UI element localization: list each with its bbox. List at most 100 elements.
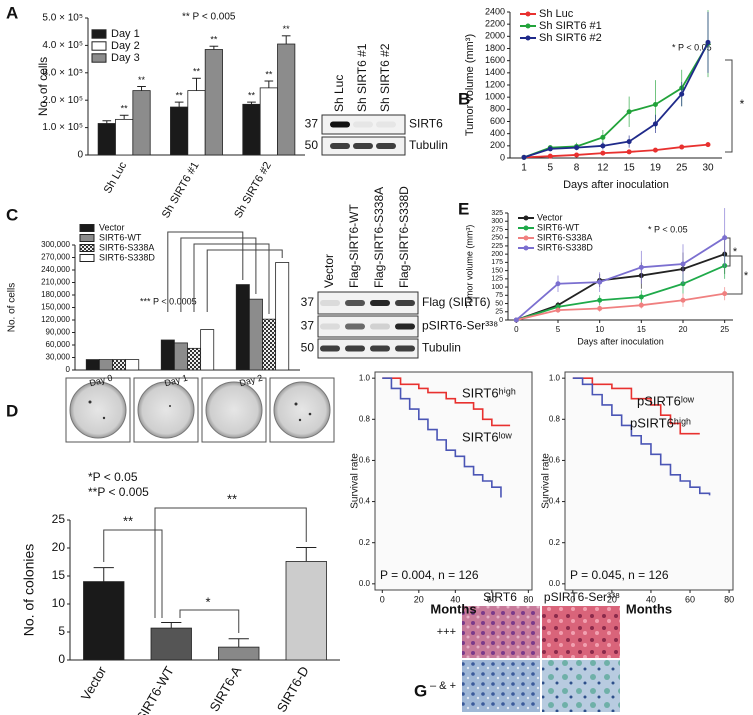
x-tick-label: SIRT6-D <box>274 664 312 715</box>
lane-label: Sh SIRT6 #2 <box>378 43 392 112</box>
data-point <box>597 297 603 303</box>
y-tick-label: 0.8 <box>359 414 371 423</box>
x-tick-label: 60 <box>487 594 497 604</box>
data-point <box>597 305 603 311</box>
bar <box>248 298 263 371</box>
size-marker: 37 <box>305 117 319 131</box>
x-tick-label: 30 <box>702 163 714 174</box>
legend-label: Vector <box>537 212 563 222</box>
y-tick-label: 2.0 × 10⁵ <box>42 95 83 106</box>
y-axis-label: Tumor volume (mm³) <box>464 34 476 136</box>
blot-strip <box>321 114 406 135</box>
x-tick-label: 10 <box>595 325 604 334</box>
y-tick-label: 50 <box>495 300 503 307</box>
significance: ** <box>193 67 201 77</box>
series-line <box>516 253 725 321</box>
series-line <box>515 236 726 321</box>
data-point <box>600 150 606 156</box>
y-tick-label: 1.0 <box>549 373 561 382</box>
lane-label: Flag-SIRT6-WT <box>347 204 361 288</box>
x-axis-label: Months <box>626 601 672 616</box>
y-tick-label: 200 <box>490 140 505 150</box>
y-tick-label: 0 <box>499 317 503 324</box>
x-tick-label: 5 <box>556 325 561 334</box>
annotation: P = 0.004, n = 126 <box>380 568 479 582</box>
bar <box>218 646 260 661</box>
blot-band <box>345 323 365 330</box>
y-tick-label: 1000 <box>485 92 505 102</box>
blot-band <box>353 121 373 128</box>
bar <box>125 359 140 371</box>
blot-label: Tubulin <box>422 341 461 355</box>
panel-letter: E <box>458 199 469 218</box>
lane-label: Vector <box>322 254 336 288</box>
bar <box>112 359 127 371</box>
significance: ** <box>210 35 218 45</box>
y-tick-label: 225 <box>491 243 503 250</box>
panel-letter: D <box>6 401 18 420</box>
significance: ** <box>283 24 291 34</box>
blot-label: SIRT6 <box>409 117 443 131</box>
annotation: *P < 0.05 <box>88 470 138 484</box>
row-label: +++ <box>437 626 456 638</box>
series-line <box>523 42 709 159</box>
bar <box>204 49 223 156</box>
y-tick-label: 0.2 <box>549 538 561 547</box>
blot-band <box>320 323 340 330</box>
series-line <box>516 292 725 321</box>
data-point <box>547 146 553 152</box>
y-axis-label: Survival rate <box>541 453 552 509</box>
blot-label: Flag (SIRT6) <box>422 295 490 309</box>
blot-band <box>320 300 340 306</box>
curve-label: SIRT6ˡᵒʷ <box>462 429 513 444</box>
bar <box>285 561 327 661</box>
bar <box>150 627 192 661</box>
y-tick-label: 0 <box>66 365 71 374</box>
y-tick-label: 0 <box>500 152 505 162</box>
legend-label: Day 1 <box>111 28 140 40</box>
lane-label: Flag-SIRT6-S338D <box>397 186 411 288</box>
legend-label: SIRT6-WT <box>99 232 142 242</box>
y-tick-label: 1200 <box>485 79 505 89</box>
x-tick-label: 0 <box>570 594 575 604</box>
legend-label: SIRT6-S338D <box>99 252 155 262</box>
x-tick-label: 15 <box>624 163 636 174</box>
x-tick-label: 20 <box>679 325 688 334</box>
bar <box>200 329 215 371</box>
data-point <box>638 294 644 300</box>
legend-marker <box>523 225 529 231</box>
blot-strip <box>317 315 419 338</box>
bar <box>275 262 290 371</box>
x-tick-label: SIRT6-WT <box>133 664 177 715</box>
x-tick-label: 8 <box>574 163 580 174</box>
data-point <box>652 101 658 107</box>
legend-label: Sh SIRT6 #1 <box>539 20 602 32</box>
legend-label: SIRT6-S338A <box>537 232 592 242</box>
y-tick-label: 0.4 <box>549 497 561 506</box>
x-tick-label: Sh SIRT6 #1 <box>160 160 202 220</box>
y-tick-label: 210,000 <box>41 278 70 287</box>
blot-band <box>395 345 415 352</box>
y-tick-label: 0.0 <box>359 579 371 588</box>
bar <box>83 581 125 661</box>
data-point <box>680 261 686 267</box>
y-tick-label: 0 <box>58 652 65 666</box>
significance: ** <box>138 75 146 85</box>
data-point <box>679 144 685 150</box>
x-axis-label: Days after inoculation <box>577 336 664 346</box>
y-tick-label: 1.0 × 10⁵ <box>42 122 83 133</box>
blot-label: pSIRT6-Ser³³⁸ <box>422 319 498 333</box>
y-tick-label: 120,000 <box>41 315 70 324</box>
y-tick-label: 5.0 × 10⁵ <box>42 13 83 24</box>
y-tick-label: 240,000 <box>41 265 70 274</box>
curve-label: SIRT6ʰⁱᵍʰ <box>462 385 516 400</box>
x-tick-label: 25 <box>676 163 688 174</box>
bar <box>235 284 250 371</box>
row-label: – & + <box>430 680 456 692</box>
panel-letter: C <box>6 205 18 224</box>
data-point <box>513 317 519 323</box>
column-label: pSIRT6-Ser³³⁸ <box>544 590 620 604</box>
survival-curve <box>572 377 711 496</box>
y-tick-label: 175 <box>491 259 503 266</box>
